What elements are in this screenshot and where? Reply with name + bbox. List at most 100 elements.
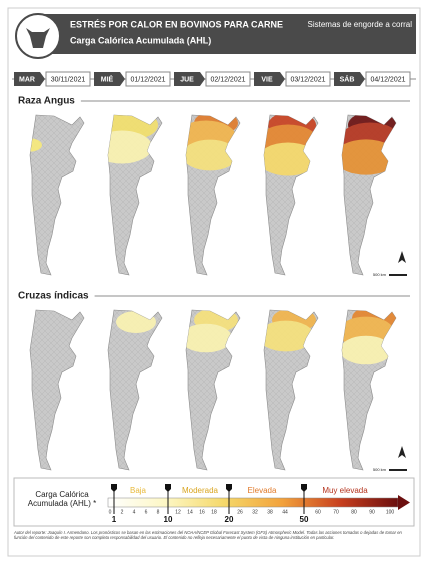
legend-tick: 12	[175, 509, 181, 515]
legend-category: Muy elevada	[322, 486, 368, 495]
date-label: 02/12/2021	[210, 76, 245, 83]
heat-overlay	[342, 310, 396, 365]
date-label: 03/12/2021	[290, 76, 325, 83]
heat-zone	[108, 130, 152, 164]
map-departments	[30, 115, 84, 275]
heat-zone	[342, 335, 392, 365]
date-box	[45, 71, 91, 87]
heat-zone	[30, 138, 42, 152]
legend-tick: 60	[315, 509, 321, 515]
cow-icon	[26, 28, 50, 48]
map	[185, 309, 241, 471]
legend-tick: 6	[145, 509, 148, 515]
legend-tick: 4	[133, 509, 136, 515]
heat-overlay	[264, 115, 318, 176]
legend-arrow	[398, 495, 410, 510]
map	[107, 114, 163, 276]
legend-tick: 90	[369, 509, 375, 515]
day-label: MIÉ	[101, 74, 114, 83]
legend-tick: 32	[252, 509, 258, 515]
marker-pin	[111, 484, 117, 492]
day-label: MAR	[19, 76, 35, 83]
marker-pin	[226, 484, 232, 492]
page-border	[7, 7, 421, 557]
scale-bar	[389, 469, 407, 471]
legend-tick: 100	[386, 509, 395, 515]
marker-label: 1	[112, 515, 117, 524]
map	[341, 114, 397, 276]
day-label: JUE	[180, 76, 194, 83]
legend-category: Elevada	[248, 486, 277, 495]
marker-pin	[165, 484, 171, 492]
heat-zone	[186, 139, 238, 171]
day-box	[14, 72, 40, 86]
legend-tick: 16	[199, 509, 205, 515]
day-arrow	[280, 72, 285, 86]
map-departments	[108, 310, 162, 470]
day-arrow	[120, 72, 125, 86]
header-bar	[40, 14, 416, 54]
heat-zone	[116, 311, 156, 333]
day-arrow	[40, 72, 45, 86]
legend-tick: 70	[333, 509, 339, 515]
day-box	[94, 72, 120, 86]
marker-label: 10	[164, 515, 173, 524]
day-box	[334, 72, 360, 86]
header-subtitle: Carga Calórica Acumulada (AHL)	[70, 35, 211, 45]
date-box	[365, 71, 411, 87]
map-departments	[30, 310, 84, 470]
legend-tick: 0	[109, 509, 112, 515]
section-title: Raza Angus	[18, 96, 75, 107]
footer: Autor del reporte: Joaquín I. Armendano.…	[14, 530, 402, 540]
map	[29, 309, 85, 471]
map	[263, 309, 319, 471]
marker-label: 20	[225, 515, 234, 524]
day-box	[254, 72, 280, 86]
map	[185, 114, 241, 276]
legend-bar	[107, 497, 399, 508]
day-label: SÁB	[340, 74, 355, 83]
heat-zone	[186, 323, 232, 353]
header-title-right: Sistemas de engorde a corral	[308, 20, 413, 29]
scale-label: 500 km	[373, 272, 387, 277]
day-arrow	[360, 72, 365, 86]
map	[107, 309, 163, 471]
heat-zone	[264, 320, 314, 352]
legend-tick: 80	[351, 509, 357, 515]
heat-overlay	[30, 138, 42, 152]
legend-tick: 14	[187, 509, 193, 515]
map	[341, 309, 397, 471]
legend-title: Carga Calórica Acumulada (AHL) *	[27, 490, 97, 508]
heat-zone	[342, 139, 396, 175]
marker-label: 50	[300, 515, 309, 524]
map	[263, 114, 319, 276]
section-title: Cruzas índicas	[18, 291, 89, 302]
day-box	[174, 72, 200, 86]
legend-category: Moderada	[182, 486, 219, 495]
north-arrow	[398, 251, 406, 263]
heat-overlay	[342, 115, 396, 175]
date-box	[125, 71, 171, 87]
legend-tick: 8	[157, 509, 160, 515]
date-box	[285, 71, 331, 87]
heat-overlay	[186, 115, 238, 171]
day-label: VIE	[261, 76, 273, 83]
day-arrow	[200, 72, 205, 86]
scale-label: 500 km	[373, 467, 387, 472]
date-label: 01/12/2021	[130, 76, 165, 83]
legend-tick: 38	[267, 509, 273, 515]
marker-pin	[301, 484, 307, 492]
date-label: 04/12/2021	[370, 76, 405, 83]
heat-overlay	[116, 311, 156, 333]
legend-tick: 26	[237, 509, 243, 515]
map	[29, 114, 85, 276]
heat-overlay	[264, 310, 316, 352]
legend-tick: 2	[121, 509, 124, 515]
legend-tick: 18	[211, 509, 217, 515]
header-title: ESTRÉS POR CALOR EN BOVINOS PARA CARNE	[70, 19, 283, 29]
scale-bar	[389, 274, 407, 276]
north-arrow	[398, 446, 406, 458]
date-box	[205, 71, 251, 87]
